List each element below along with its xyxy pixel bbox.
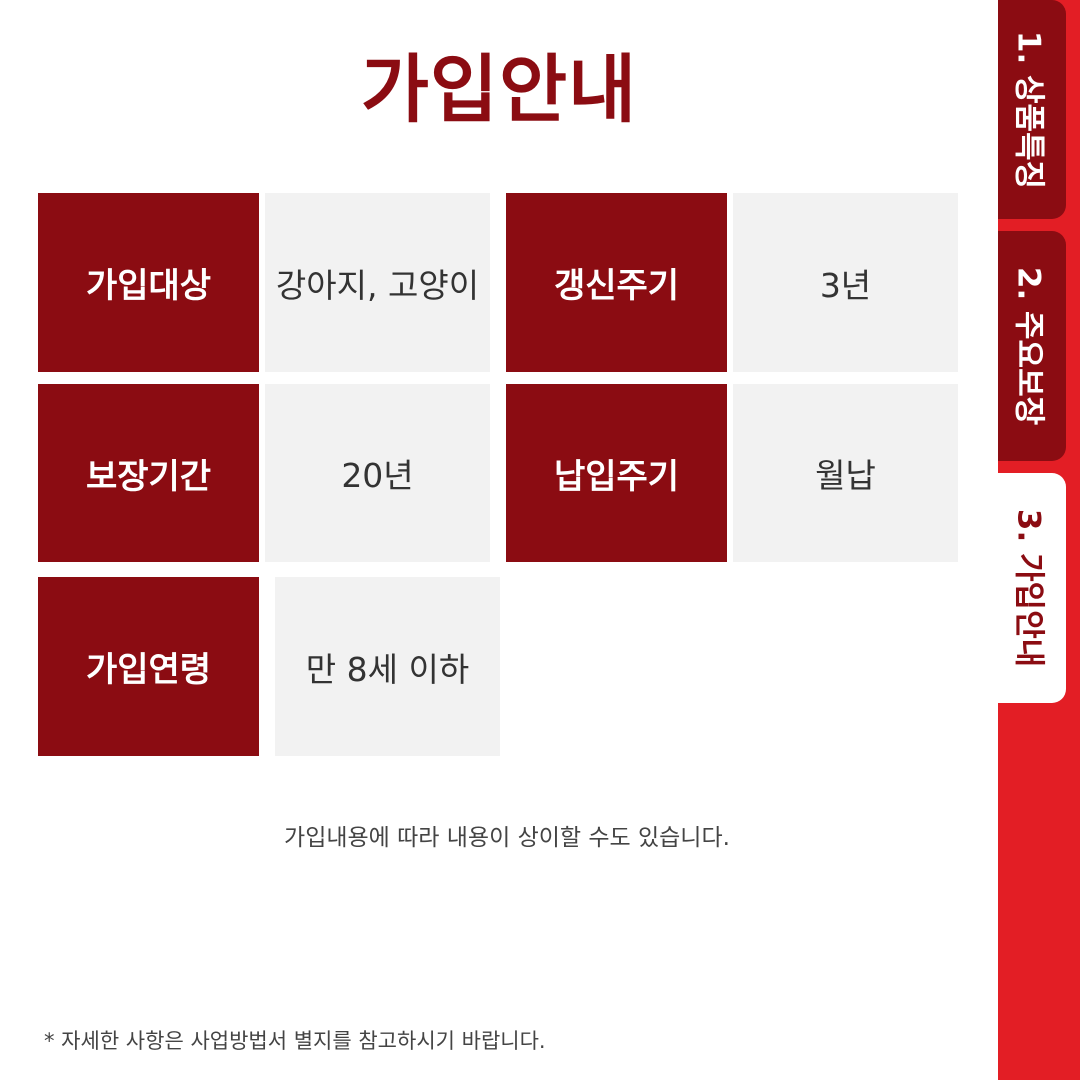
tab-subscription-guide-label: 3. 가입안내: [1010, 508, 1047, 668]
footnote: * 자세한 사항은 사업방법서 별지를 참고하시기 바랍니다.: [44, 1029, 546, 1053]
value-coverage-period: 20년: [265, 384, 490, 562]
tab-product-features-label: 1. 상품특징: [1010, 30, 1047, 189]
value-renewal-cycle: 3년: [733, 193, 958, 372]
value-subscription-age: 만 8세 이하: [275, 577, 500, 756]
tab-main-coverage[interactable]: 2. 주요보장: [998, 231, 1066, 461]
label-renewal-cycle: 갱신주기: [506, 193, 727, 372]
page-title: 가입안내: [360, 47, 638, 133]
tab-product-features[interactable]: 1. 상품특징: [998, 0, 1066, 219]
disclaimer-note: 가입내용에 따라 내용이 상이할 수도 있습니다.: [284, 825, 730, 851]
value-payment-cycle: 월납: [733, 384, 958, 562]
label-subscription-target: 가입대상: [38, 193, 259, 372]
tab-subscription-guide[interactable]: 3. 가입안내: [998, 473, 1066, 703]
label-payment-cycle: 납입주기: [506, 384, 727, 562]
label-coverage-period: 보장기간: [38, 384, 259, 562]
value-subscription-target: 강아지, 고양이: [265, 193, 490, 372]
tab-main-coverage-label: 2. 주요보장: [1010, 266, 1047, 426]
label-subscription-age: 가입연령: [38, 577, 259, 756]
